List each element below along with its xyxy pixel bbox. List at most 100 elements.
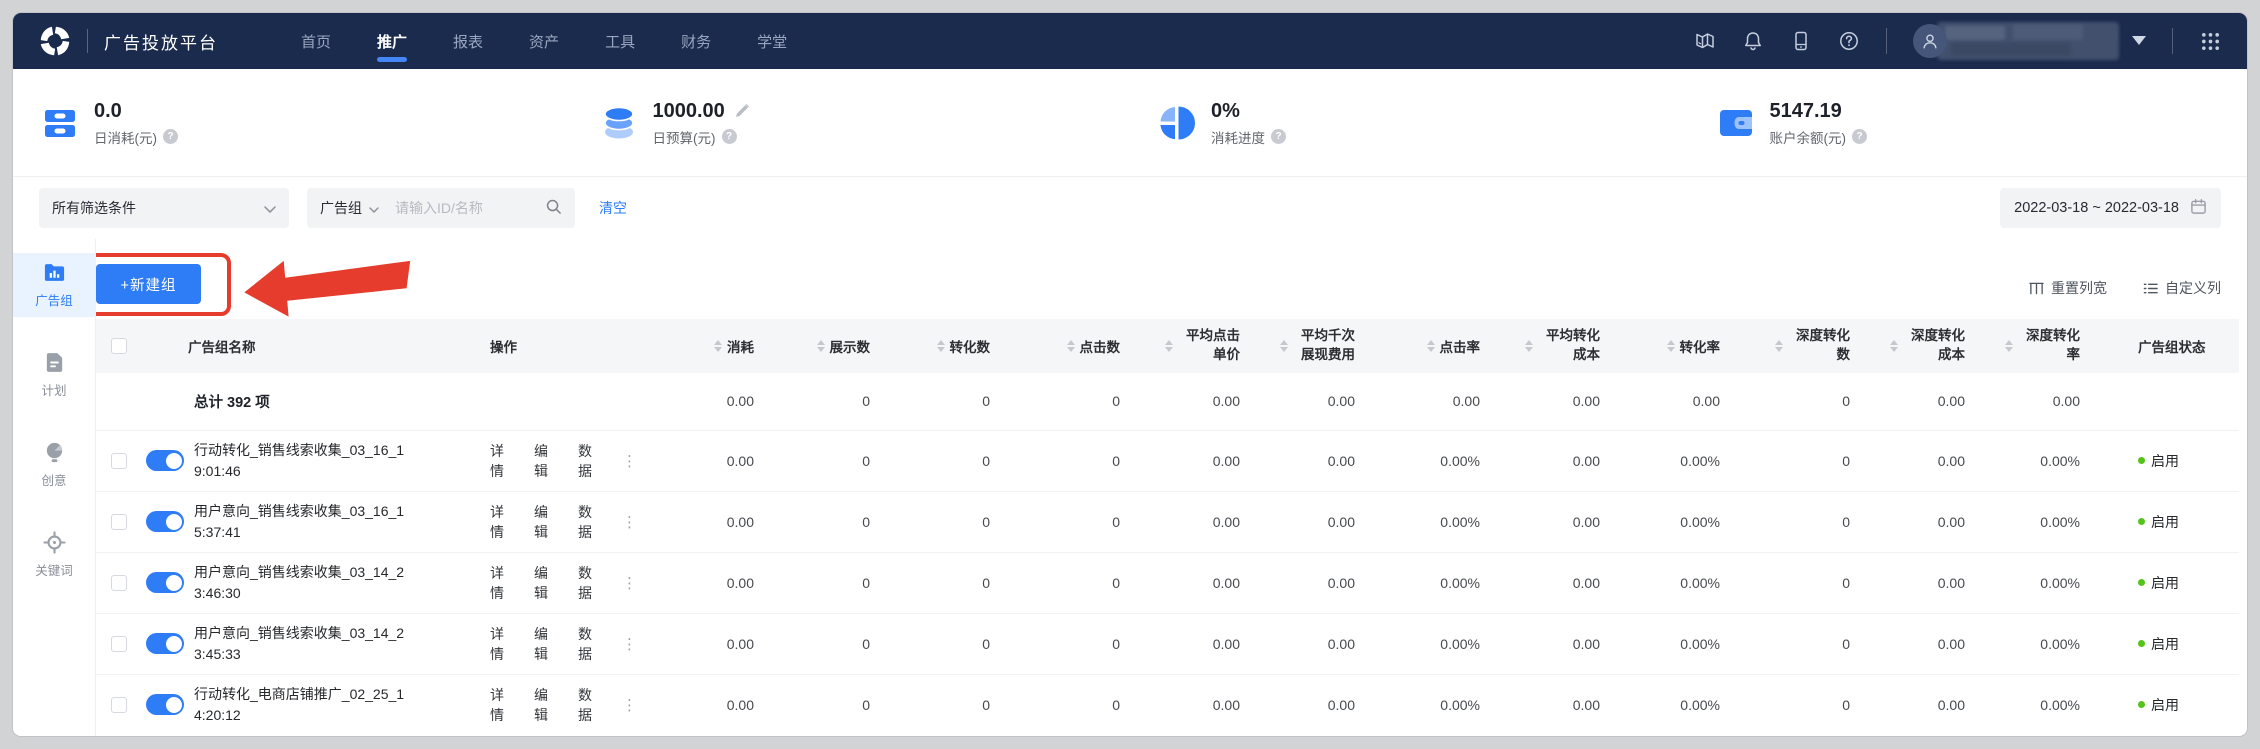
reset-columns-button[interactable]: 重置列宽	[2029, 278, 2107, 298]
nav-item-label: 学堂	[757, 33, 788, 51]
row-enable-toggle[interactable]	[146, 450, 184, 471]
date-range-picker[interactable]: 2022-03-18 ~ 2022-03-18	[2000, 188, 2221, 228]
row-action-data[interactable]: 数据	[578, 442, 592, 479]
apps-grid-icon[interactable]	[2199, 30, 2221, 52]
navbar-divider	[2172, 28, 2173, 54]
chevron-down-icon	[369, 200, 379, 216]
row-action-edit[interactable]: 编辑	[534, 503, 548, 540]
nav-item-0[interactable]: 首页	[278, 13, 354, 69]
row-metric-9: 0	[1842, 635, 1850, 652]
row-metric-11: 0.00%	[2040, 452, 2080, 469]
help-circle-icon[interactable]: ?	[1271, 129, 1286, 144]
row-metric-2: 0	[982, 635, 990, 652]
nav-item-4[interactable]: 工具	[582, 13, 658, 69]
row-action-detail[interactable]: 详情	[490, 625, 504, 662]
row-action-detail[interactable]: 详情	[490, 564, 504, 601]
nav-item-2[interactable]: 报表	[430, 13, 506, 69]
row-metric-10: 0.00	[1937, 696, 1965, 713]
sort-icon[interactable]	[1066, 340, 1075, 352]
row-name-cell: 用户意向_销售线索收集_03_16_1 5:37:41	[188, 491, 490, 552]
sort-icon[interactable]	[1426, 340, 1435, 352]
sort-icon[interactable]	[1890, 340, 1898, 352]
row-action-data[interactable]: 数据	[578, 686, 592, 723]
row-action-detail[interactable]: 详情	[490, 686, 504, 723]
help-circle-icon[interactable]: ?	[1852, 129, 1867, 144]
sidebar-item-1[interactable]: 计划	[13, 343, 95, 407]
row-enable-toggle[interactable]	[146, 572, 184, 593]
row-action-edit[interactable]: 编辑	[534, 442, 548, 479]
select-all-cell	[96, 319, 142, 373]
row-checkbox[interactable]	[111, 453, 127, 470]
sidebar-item-2[interactable]: 创意	[13, 433, 95, 497]
stat-card-0: 0.0 日消耗(元)?	[13, 99, 572, 147]
sort-icon[interactable]	[714, 340, 722, 352]
row-action-data[interactable]: 数据	[578, 503, 592, 540]
row-enable-toggle[interactable]	[146, 694, 184, 716]
stat-value-row: 0%	[1211, 99, 1286, 124]
more-actions-icon[interactable]: ⋮	[622, 574, 638, 592]
nav-item-3[interactable]: 资产	[506, 13, 582, 69]
more-actions-icon[interactable]: ⋮	[622, 635, 638, 653]
sort-icon[interactable]	[1775, 340, 1783, 352]
sort-icon[interactable]	[1280, 340, 1288, 352]
select-all-checkbox[interactable]	[111, 338, 127, 355]
sort-icon[interactable]	[936, 340, 945, 352]
row-action-edit[interactable]: 编辑	[534, 564, 548, 601]
nav-item-6[interactable]: 学堂	[734, 13, 810, 69]
sort-icon[interactable]	[816, 340, 825, 352]
nav-item-1[interactable]: 推广	[354, 13, 430, 69]
clear-filters-link[interactable]: 清空	[599, 200, 627, 216]
sort-down-icon	[1280, 347, 1288, 352]
sort-up-icon	[1890, 340, 1898, 345]
row-metric-9: 0	[1842, 452, 1850, 469]
row-action-data[interactable]: 数据	[578, 564, 592, 601]
sort-icon[interactable]	[1525, 340, 1533, 352]
sidebar-item-3[interactable]: 关键词	[13, 523, 95, 587]
search-input[interactable]: 请输入ID/名称	[395, 200, 483, 216]
help-circle-icon[interactable]: ?	[721, 129, 737, 144]
new-group-button[interactable]: +新建组	[96, 264, 201, 304]
sort-icon[interactable]	[1165, 340, 1173, 352]
nav-item-5[interactable]: 财务	[658, 13, 734, 69]
row-checkbox[interactable]	[111, 636, 127, 653]
row-metric-5: 0.00	[1327, 635, 1355, 652]
row-checkbox[interactable]	[111, 514, 127, 531]
stat-label-row: 消耗进度?	[1211, 127, 1286, 147]
sort-icon[interactable]	[1666, 340, 1675, 352]
row-action-edit[interactable]: 编辑	[534, 625, 548, 662]
status-header: 广告组状态	[2080, 319, 2239, 373]
help-circle-icon[interactable]: ?	[163, 129, 178, 144]
row-enable-toggle[interactable]	[146, 633, 184, 654]
customize-columns-button[interactable]: 自定义列	[2143, 278, 2221, 298]
row-action-edit[interactable]: 编辑	[534, 686, 548, 723]
more-actions-icon[interactable]: ⋮	[622, 513, 638, 531]
row-action-data[interactable]: 数据	[578, 625, 592, 662]
search-icon[interactable]	[545, 198, 562, 218]
row-action-detail[interactable]: 详情	[490, 503, 504, 540]
mobile-app-icon[interactable]	[1790, 30, 1812, 52]
row-metric-5: 0.00	[1327, 574, 1355, 591]
status-dot-green	[2138, 579, 2145, 586]
adgroups-table: 广告组名称 操作 消耗 展示数 转化数 点击数 平均点击单价 平均千次展现费用 点击率 平均转化成…	[96, 319, 2239, 735]
sidebar-item-0[interactable]: 广告组	[13, 253, 95, 317]
notification-bell-icon[interactable]	[1742, 30, 1764, 52]
search-combo[interactable]: 广告组 请输入ID/名称	[307, 188, 575, 228]
row-metric-8: 0.00%	[1680, 635, 1720, 652]
row-checkbox[interactable]	[111, 575, 127, 592]
metric-header-7: 平均转化成本	[1480, 319, 1600, 373]
edit-pencil-icon[interactable]	[734, 103, 750, 119]
more-actions-icon[interactable]: ⋮	[622, 452, 638, 470]
row-enable-toggle[interactable]	[146, 511, 184, 532]
guide-book-icon[interactable]	[1694, 30, 1716, 52]
user-account-menu[interactable]: z...	[1913, 22, 2146, 60]
metric-header-inner: 转化率	[1600, 336, 1720, 356]
help-icon[interactable]	[1838, 30, 1860, 52]
row-checkbox[interactable]	[111, 697, 127, 714]
more-actions-icon[interactable]: ⋮	[622, 696, 638, 714]
sort-up-icon	[1426, 340, 1435, 345]
row-action-detail[interactable]: 详情	[490, 442, 504, 479]
chevron-down-icon[interactable]	[2132, 32, 2146, 50]
filter-preset-select[interactable]: 所有筛选条件	[39, 188, 289, 228]
daily-budget-icon	[600, 104, 638, 142]
sort-icon[interactable]	[2005, 340, 2013, 352]
